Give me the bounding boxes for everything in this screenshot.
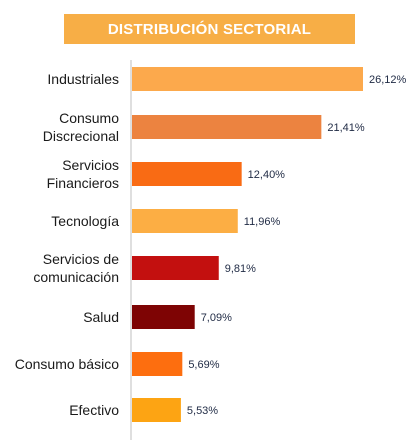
category-label-line: comunicación	[33, 269, 119, 285]
bar	[132, 398, 181, 422]
bar	[132, 352, 183, 376]
bar	[132, 256, 219, 280]
value-label: 12,40%	[248, 169, 286, 181]
category-label: Efectivo	[69, 402, 119, 418]
category-label-line: Financieros	[47, 175, 119, 191]
category-label-line: Industriales	[47, 71, 119, 87]
chart-title: DISTRIBUCIÓN SECTORIAL	[107, 20, 312, 38]
category-label-line: Consumo básico	[15, 356, 119, 372]
value-label: 7,09%	[201, 312, 232, 324]
bar	[132, 67, 363, 91]
value-label: 21,41%	[327, 122, 365, 134]
value-label: 5,53%	[187, 405, 218, 417]
category-label: Salud	[83, 309, 119, 325]
category-label-line: Tecnología	[51, 213, 119, 229]
bar	[132, 115, 322, 139]
category-label-line: Salud	[83, 309, 119, 325]
category-label: Servicios Financieros	[47, 157, 119, 191]
bar	[132, 162, 242, 186]
chart-title-bar: DISTRIBUCIÓN SECTORIAL	[64, 14, 355, 44]
category-label-line: Servicios de	[43, 251, 119, 267]
value-label: 11,96%	[244, 216, 281, 228]
category-label: Consumo Discrecional	[43, 110, 119, 144]
category-label-line: Servicios	[62, 157, 119, 173]
category-label-line: Consumo	[59, 110, 119, 126]
category-label: Servicios de comunicación	[33, 251, 119, 285]
value-label: 9,81%	[225, 263, 256, 275]
bar	[132, 209, 238, 233]
value-label: 26,12%	[369, 74, 407, 86]
bar	[132, 305, 195, 329]
category-label-line: Efectivo	[69, 402, 119, 418]
category-label-line: Discrecional	[43, 128, 119, 144]
value-label: 5,69%	[188, 359, 219, 371]
category-label: Tecnología	[51, 213, 119, 229]
category-label: Industriales	[47, 71, 119, 87]
category-label: Consumo básico	[15, 356, 119, 372]
